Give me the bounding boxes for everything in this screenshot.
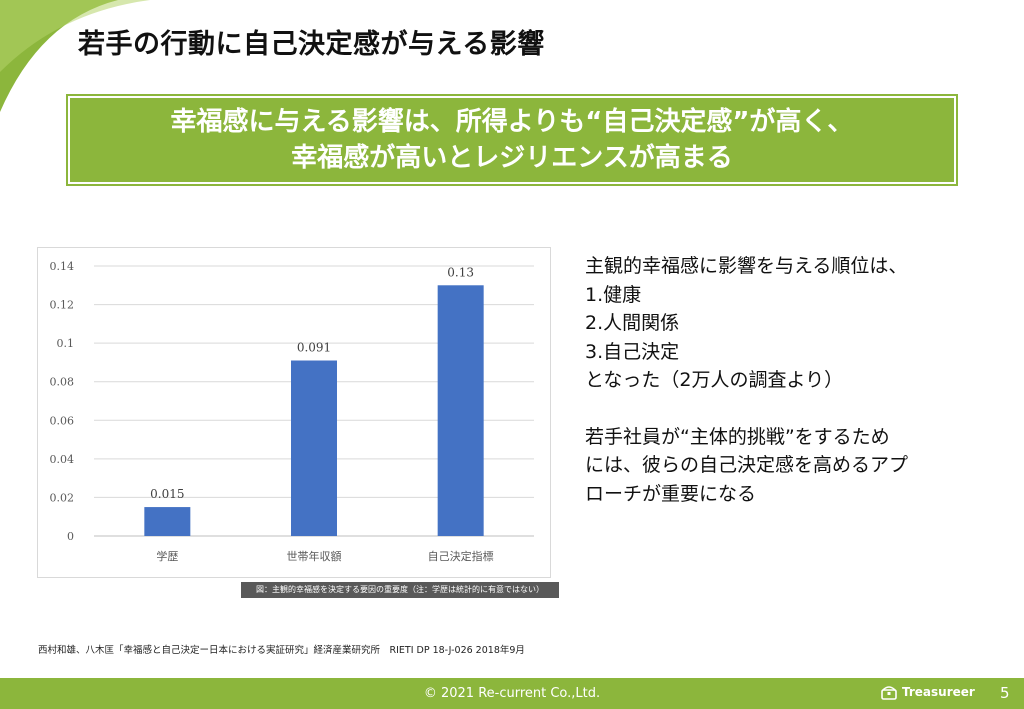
x-tick-label: 自己決定指標 [428,549,494,563]
bar [291,360,337,536]
side-text: 主観的幸福感に影響を与える順位は、 1.健康 2.人間関係 3.自己決定となった（2万… [585,252,985,508]
side-text-line: ローチが重要になる [585,482,757,505]
side-text-line: となった（2万人の調査より） [585,369,844,391]
side-text-line: 3.自己決定 [585,340,680,363]
logo-text: Treasureer [902,685,975,699]
side-text-line: 1.健康 [585,283,642,306]
chart-caption: 図：主観的幸福感を決定する要因の重要度（注：学歴は統計的に有意ではない） [241,582,559,598]
x-tick-label: 学歴 [156,549,178,563]
source-citation: 西村和雄、八木匡「幸福感と自己決定ー日本における実証研究」経済産業研究所 RIE… [38,645,525,656]
y-tick-label: 0.12 [50,299,75,312]
data-label: 0.015 [150,487,184,501]
side-text-line: には、彼らの自己決定感を高めるアプ [585,454,909,476]
brand-logo: Treasureer [880,684,975,700]
data-label: 0.13 [447,265,474,279]
y-tick-label: 0.08 [50,376,75,389]
y-tick-label: 0.1 [57,337,75,350]
bar [437,285,484,536]
conclusion-text: 若手社員が“主体的挑戦”をするため には、彼らの自己決定感を高めるアプ ローチが重要… [585,423,985,509]
y-tick-label: 0.14 [50,260,75,273]
page-number: 5 [1000,684,1010,702]
y-tick-label: 0.06 [50,414,75,427]
copyright: © 2021 Re-current Co.,Ltd. [423,686,601,701]
ranking-text: 主観的幸福感に影響を与える順位は、 1.健康 2.人間関係 3.自己決定となった（2万… [585,252,985,395]
side-text-line: 2.人間関係 [585,312,680,334]
banner-line-1: 幸福感に与える影響は、所得よりも“自己決定感”が高く、 [170,107,854,137]
y-tick-label: 0 [67,530,74,543]
data-label: 0.091 [297,341,331,355]
side-text-line: 主観的幸福感に影響を与える順位は、 [585,255,908,277]
headline-banner: 幸福感に与える影響は、所得よりも“自己決定感”が高く、 幸福感が高いとレジリエン… [66,94,958,186]
bar [144,507,191,536]
footer-bar: © 2021 Re-current Co.,Ltd. Treasureer 5 [0,678,1024,709]
y-tick-label: 0.04 [50,453,75,466]
corner-decoration [0,0,150,112]
bar-chart: 0 0.02 0.04 0.06 0.08 0.1 0.12 0.14 0.015 学歴 0.091… [50,260,534,563]
banner-line-2: 幸福感が高いとレジリエンスが高まる [291,143,733,173]
chart-panel: 0 0.02 0.04 0.06 0.08 0.1 0.12 0.14 0.015 学歴 0.091… [37,247,551,578]
page-title: 若手の行動に自己決定感が与える影響 [78,29,545,60]
side-text-line: 若手社員が“主体的挑戦”をするため [585,425,890,448]
treasure-box-icon [881,686,897,700]
y-tick-label: 0.02 [50,491,75,504]
x-tick-label: 世帯年収額 [287,549,342,563]
